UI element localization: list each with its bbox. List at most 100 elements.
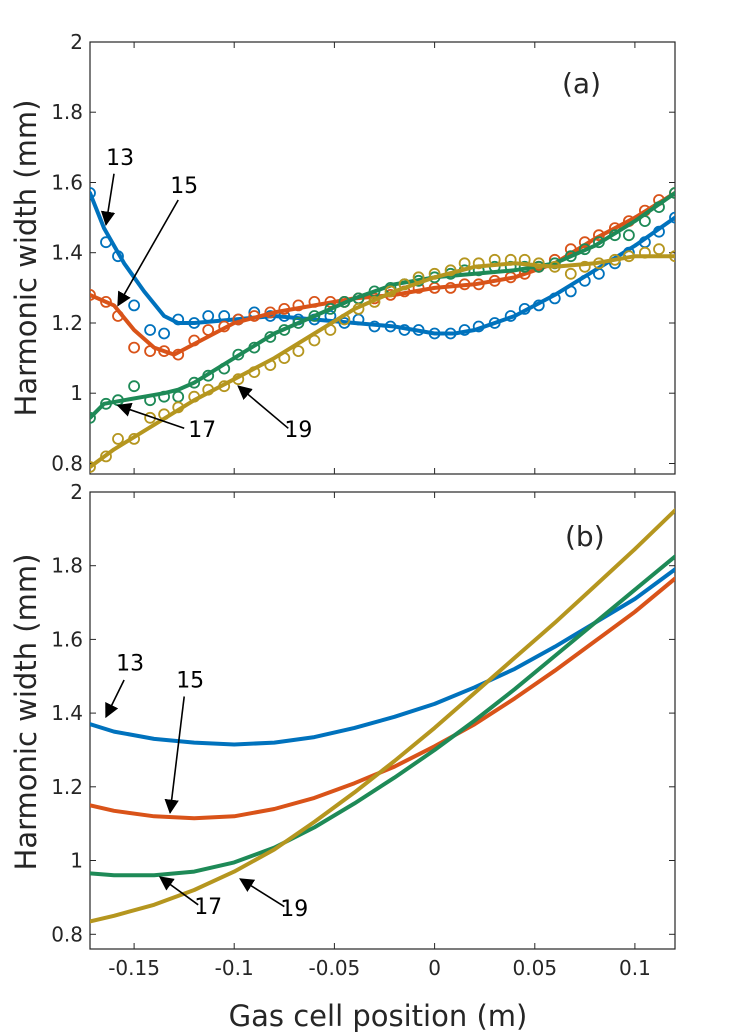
series-13-point [444, 327, 457, 340]
annotation-label-19: 19 [284, 418, 312, 443]
series-17-point [264, 331, 277, 343]
y-tick-label: 1.4 [51, 241, 83, 265]
series-19-point [308, 334, 321, 347]
panel-a-label: (a) [562, 67, 601, 100]
series-19-point [248, 366, 261, 379]
series-17-point [308, 310, 321, 322]
series-19-point [264, 359, 277, 372]
series-15-point [112, 310, 124, 322]
series-17-line [90, 554, 675, 878]
series-17-line [90, 191, 675, 420]
series-17-point [653, 201, 665, 214]
panel-a-ylabel: Harmonic width (mm) [9, 100, 43, 417]
series-19-point [100, 450, 112, 463]
x-tick-label: -0.1 [215, 956, 254, 980]
x-tick-label: -0.05 [309, 956, 361, 980]
panel-b: 0.8 1 1.2 1.4 1.6 1.8 2 13 15 17 19 (b) Harmonic … [9, 480, 676, 950]
series-13-point [158, 327, 171, 340]
series-17-point [90, 411, 96, 424]
series-15-point [488, 274, 501, 287]
series-13-point [428, 327, 441, 340]
y-tick-label: 1 [70, 381, 83, 405]
annotation-arrow-19 [239, 878, 285, 908]
series-17-point [639, 215, 651, 228]
annotation-arrow-17 [158, 876, 199, 906]
series-17-point [292, 317, 305, 329]
series-15-point [100, 295, 112, 308]
x-tick-labels: -0.15 -0.1 -0.05 0 0.05 0.1 [108, 956, 651, 980]
y-tick-label: 1.6 [51, 627, 83, 651]
series-19-point [472, 257, 485, 270]
annotation-label-17: 17 [188, 418, 216, 443]
series-19-point [564, 267, 577, 280]
series-19-point [653, 243, 665, 256]
x-tick-label: 0.1 [619, 956, 651, 980]
series-15-point [218, 320, 231, 333]
series-13-point [472, 320, 485, 333]
annotation-arrow-19 [237, 385, 289, 429]
panel-a-ticks: 0.8 1 1.2 1.4 1.6 1.8 2 [51, 30, 675, 476]
series-13-point [202, 310, 215, 322]
series-17-point [188, 376, 201, 389]
annotation-label-15: 15 [170, 174, 198, 199]
x-tick-label: -0.15 [108, 956, 160, 980]
series-17-point [623, 229, 635, 242]
series-19-point [218, 380, 231, 393]
series-19-point [202, 383, 215, 396]
series-15-point [144, 345, 157, 358]
series-17-point [248, 341, 261, 354]
series-17-point [593, 236, 605, 249]
series-15-point [232, 313, 245, 326]
panel-a: 0.8 1 1.2 1.4 1.6 1.8 2 13 15 17 19 (a) Harmonic … [9, 30, 676, 476]
series-19-point [368, 295, 381, 308]
y-tick-label: 2 [70, 480, 83, 504]
series-19-point [232, 373, 245, 386]
y-tick-label: 1.6 [51, 171, 83, 195]
series-13-line [90, 567, 675, 747]
series-13-point [384, 320, 397, 333]
series-17-point [232, 348, 245, 361]
series-15-point [458, 278, 471, 291]
series-19-point [444, 264, 457, 277]
series-19-point [324, 324, 337, 336]
series-13-point [368, 320, 381, 333]
series-15-point [128, 341, 141, 354]
series-17-point [100, 397, 112, 410]
series-17-point [158, 390, 171, 403]
series-19-point [128, 432, 141, 445]
series-17-point [669, 187, 675, 199]
series-15-point [472, 278, 485, 291]
series-17-point [144, 394, 157, 407]
series-17-point [518, 260, 531, 273]
panel-a-annotations: 13 15 17 19 [100, 146, 312, 443]
y-tick-label: 1.8 [51, 100, 83, 124]
annotation-label-17: 17 [194, 895, 222, 920]
series-13-point [100, 236, 112, 249]
annotation-label-19: 19 [280, 897, 308, 922]
series-15-point [188, 334, 201, 347]
panel-b-label: (b) [565, 520, 605, 553]
series-19-point [158, 408, 171, 421]
annotation-arrow-13 [100, 173, 116, 227]
series-15-point [308, 295, 321, 308]
y-tick-label: 1.2 [51, 775, 83, 799]
series-19-point [278, 352, 291, 365]
series-19-point [188, 390, 201, 403]
series-15-point [172, 348, 185, 361]
series-17-point [202, 369, 215, 382]
series-15-point [578, 236, 591, 249]
series-13-point [144, 324, 157, 336]
series-19-point [669, 250, 675, 263]
y-tick-label: 1.8 [51, 554, 83, 578]
series-13-point [578, 274, 591, 287]
annotation-arrow-15 [117, 199, 179, 307]
series-17-point [609, 229, 621, 242]
series-19-point [623, 250, 635, 263]
series-17-point [324, 302, 337, 315]
series-13-point [90, 187, 96, 199]
series-19-point [428, 267, 441, 280]
series-17-point [578, 243, 591, 256]
series-19-point [532, 257, 545, 270]
panel-b-plot-area [90, 508, 675, 924]
